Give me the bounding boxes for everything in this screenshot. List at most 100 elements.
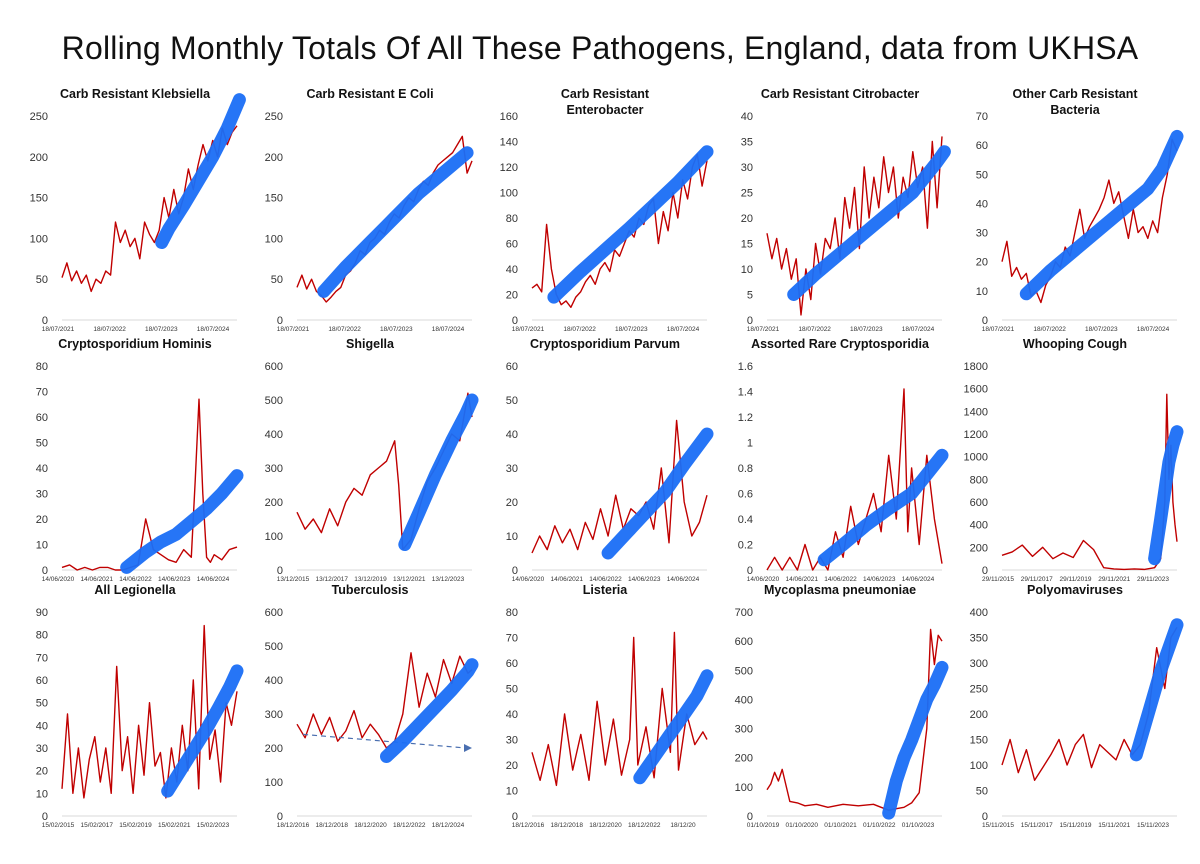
x-tick-label: 14/06/2021	[80, 576, 113, 583]
y-tick-label: 70	[976, 111, 988, 123]
y-tick-label: 0	[512, 565, 518, 577]
y-tick-label: 20	[976, 257, 988, 269]
x-tick-label: 15/02/2015	[42, 822, 75, 829]
y-tick-label: 40	[506, 709, 518, 721]
y-tick-label: 10	[976, 286, 988, 298]
y-tick-label: 200	[265, 152, 283, 164]
y-tick-label: 100	[30, 233, 48, 245]
x-tick-label: 14/06/2020	[512, 576, 545, 583]
chart-panel-whooping-cough: Whooping Cough 0 200 400 600 800 1000 1200 1400 1…	[960, 332, 1185, 583]
y-tick-label: 500	[265, 395, 283, 407]
chart-svg: 0 10 20 30 40 50 60 70 80 18/12/2016 18/12/2018 18/…	[506, 607, 714, 829]
x-tick-label: 01/10/2022	[863, 822, 896, 829]
x-tick-label: 18/07/2021	[42, 326, 75, 333]
y-tick-label: 0	[42, 811, 48, 823]
chart-title: Listeria	[582, 583, 628, 597]
chart-title: Whooping Cough	[1022, 337, 1128, 351]
x-tick-label: 01/10/2019	[747, 822, 780, 829]
main-title: Rolling Monthly Totals Of All These Path…	[61, 30, 1139, 66]
x-tick-label: 14/06/2023	[863, 576, 896, 583]
chart-title: Tuberculosis	[331, 583, 409, 597]
data-series-line	[531, 631, 708, 787]
x-tick-label: 18/07/2021	[512, 326, 545, 333]
y-tick-label: 600	[265, 607, 283, 619]
x-tick-label: 14/06/2024	[902, 576, 935, 583]
chart-svg: 0 100 200 300 400 500 600 13/12/2015 13/12/2017 1…	[265, 361, 479, 583]
chart-panel-cryptosporidium-hominis: Cryptosporidium Hominis 0 10 20 30 40 50 60 70 80…	[20, 332, 245, 583]
x-tick-label: 18/12/2016	[512, 822, 545, 829]
x-tick-label: 18/07/2023	[850, 326, 883, 333]
y-tick-label: 60	[506, 239, 518, 251]
y-tick-label: 500	[265, 641, 283, 653]
x-tick-label: 29/11/2019	[1059, 576, 1091, 583]
y-tick-label: 50	[506, 684, 518, 696]
trend-line	[155, 93, 246, 249]
y-tick-label: 40	[976, 198, 988, 210]
y-tick-label: 30	[741, 162, 753, 174]
y-tick-label: 80	[36, 630, 48, 642]
chart-panel-listeria: Listeria 0 10 20 30 40 50 60 70 80 18/12/2016 18/12…	[490, 578, 715, 829]
data-series-line	[531, 419, 708, 554]
y-tick-label: 70	[36, 387, 48, 399]
reference-dashed-arrow	[303, 733, 467, 749]
x-tick-label: 18/07/2021	[277, 326, 310, 333]
y-tick-label: 50	[271, 274, 283, 286]
x-tick-label: 18/12/2018	[550, 822, 583, 829]
x-tick-label: 29/11/2015	[982, 576, 1014, 583]
y-tick-label: 0	[747, 811, 753, 823]
x-tick-label: 14/06/2021	[785, 576, 818, 583]
data-series-line	[1001, 138, 1178, 304]
y-tick-label: 1800	[964, 361, 988, 373]
y-tick-label: 60	[506, 658, 518, 670]
x-tick-label: 18/07/2022	[563, 326, 596, 333]
y-tick-label: 20	[36, 766, 48, 778]
y-tick-label: 250	[970, 684, 988, 696]
y-tick-label: 150	[30, 193, 48, 205]
chart-panel-all-legionella: All Legionella 0 10 20 30 40 50 60 70 80 90 15/02/2…	[20, 578, 245, 829]
chart-title: All Legionella	[94, 583, 176, 597]
trend-line	[398, 393, 479, 551]
y-tick-label: 200	[30, 152, 48, 164]
y-tick-label: 20	[741, 213, 753, 225]
y-tick-label: 90	[36, 607, 48, 619]
x-tick-label: 18/07/2022	[328, 326, 361, 333]
y-tick-label: 40	[741, 111, 753, 123]
x-tick-label: 13/12/2023	[432, 576, 465, 583]
y-tick-label: 800	[970, 474, 988, 486]
y-tick-label: 0	[42, 565, 48, 577]
y-tick-label: 250	[30, 111, 48, 123]
x-tick-label: 18/12/2016	[277, 822, 310, 829]
chart-svg: 0 50 100 150 200 250 18/07/2021 18/07/2022 18/07…	[265, 111, 474, 333]
data-series-line	[531, 153, 708, 309]
chart-svg: 0 50 100 150 200 250 18/07/2021 18/07/2022 18/07…	[30, 93, 246, 333]
y-tick-label: 1600	[964, 384, 988, 396]
chart-title: Cryptosporidium Hominis	[58, 337, 212, 351]
x-tick-label: 18/07/2024	[902, 326, 935, 333]
y-tick-label: 0.8	[738, 463, 753, 475]
y-tick-label: 1400	[964, 406, 988, 418]
x-tick-label: 14/06/2020	[42, 576, 75, 583]
chart-title: Shigella	[346, 337, 394, 351]
y-tick-label: 250	[265, 111, 283, 123]
chart-title: Other Carb Resistant Bacteria	[1012, 87, 1138, 117]
y-tick-label: 0	[512, 811, 518, 823]
y-tick-label: 60	[36, 675, 48, 687]
chart-svg: 0 10 20 30 40 50 60 14/06/2020 14/06/2021 14/06/2…	[506, 361, 714, 583]
y-tick-label: 0	[277, 811, 283, 823]
x-tick-label: 18/12/20	[670, 822, 696, 829]
y-tick-label: 120	[500, 162, 518, 174]
trend-line	[601, 427, 714, 560]
y-tick-label: 10	[36, 540, 48, 552]
chart-title: Polyomaviruses	[1027, 583, 1123, 597]
y-tick-label: 300	[265, 463, 283, 475]
y-tick-label: 0	[277, 315, 283, 327]
x-tick-label: 01/10/2023	[902, 822, 935, 829]
data-series-line	[296, 392, 473, 551]
y-tick-label: 5	[747, 290, 753, 302]
chart-panel-shigella: Shigella 0 100 200 300 400 500 600 13/12/2015 13/…	[255, 332, 480, 583]
data-series-line	[61, 398, 238, 571]
y-tick-label: 60	[506, 361, 518, 373]
y-tick-label: 0	[747, 315, 753, 327]
x-tick-label: 15/11/2023	[1137, 822, 1169, 829]
chart-panel-mycoplasma-pneumoniae: Mycoplasma pneumoniae 0 100 200 300 400 500 600…	[725, 578, 950, 829]
